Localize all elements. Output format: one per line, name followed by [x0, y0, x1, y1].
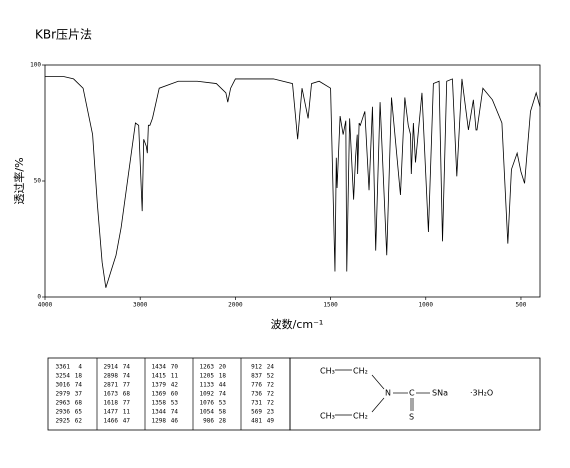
x-tick-label: 1000: [419, 302, 434, 309]
table-cell: 1205: [200, 373, 215, 380]
table-cell: 2963: [56, 400, 71, 407]
table-cell: 47: [123, 418, 131, 425]
table-cell: 20: [219, 364, 227, 371]
table-cell: 53: [219, 400, 227, 407]
structure-text: CH₂: [353, 412, 368, 421]
x-tick-label: 500: [516, 302, 527, 309]
table-cell: 68: [123, 391, 131, 398]
table-cell: 58: [219, 409, 227, 416]
structure-text: CH₃: [320, 367, 335, 376]
table-cell: 18: [75, 373, 83, 380]
table-cell: 3016: [56, 382, 71, 389]
table-cell: 74: [123, 364, 131, 371]
table-cell: 1344: [152, 409, 167, 416]
table-cell: 1477: [104, 409, 119, 416]
structure: CH₃ CH₂ N C SNa S CH₃ CH₂ ·3H₂O: [320, 367, 493, 422]
table-cell: 4: [78, 364, 82, 371]
table-cell: 1076: [200, 400, 215, 407]
table-cell: 1369: [152, 391, 167, 398]
table-cell: 912: [251, 364, 262, 371]
structure-text: C: [409, 389, 415, 398]
table-cell: 1673: [104, 391, 119, 398]
table-cell: 65: [75, 409, 83, 416]
table-cell: 52: [267, 373, 275, 380]
y-axis-label: 透过率/%: [12, 157, 26, 204]
table-cell: 481: [251, 418, 262, 425]
table-cell: 74: [219, 391, 227, 398]
x-tick-label: 4000: [38, 302, 53, 309]
table-cell: 1415: [152, 373, 167, 380]
structure-text: CH₃: [320, 412, 335, 421]
table-cell: 569: [251, 409, 262, 416]
table-cell: 1298: [152, 418, 167, 425]
x-tick-label: 1500: [323, 302, 338, 309]
table-cell: 74: [75, 382, 83, 389]
structure-text: CH₂: [353, 367, 368, 376]
table-cell: 11: [171, 373, 179, 380]
table-cell: 28: [219, 418, 227, 425]
table-cell: 2914: [104, 364, 119, 371]
table-cell: 24: [267, 364, 275, 371]
structure-text: ·3H₂O: [470, 389, 493, 398]
table-cell: 2871: [104, 382, 119, 389]
table-cell: 23: [267, 409, 275, 416]
table-cell: 70: [171, 364, 179, 371]
table-cell: 2936: [56, 409, 71, 416]
y-tick-label: 100: [30, 62, 41, 69]
x-tick-label: 2000: [228, 302, 243, 309]
table-cell: 72: [267, 400, 275, 407]
table-cell: 1379: [152, 382, 167, 389]
chart-title: KBr压片法: [35, 28, 92, 42]
table-cell: 1434: [152, 364, 167, 371]
x-axis-label: 波数/cm⁻¹: [271, 318, 324, 331]
plot-frame: [44, 64, 541, 298]
table-cell: 3361: [56, 364, 71, 371]
x-tick-label: 3000: [133, 302, 148, 309]
table-cell: 77: [123, 382, 131, 389]
table-cell: 68: [75, 400, 83, 407]
table-cell: 74: [123, 373, 131, 380]
table-cell: 60: [171, 391, 179, 398]
table-cell: 1618: [104, 400, 119, 407]
table-cell: 44: [219, 382, 227, 389]
table-cell: 53: [171, 400, 179, 407]
structure-text: S: [409, 413, 414, 422]
table-cell: 1466: [104, 418, 119, 425]
table-cell: 736: [251, 391, 262, 398]
spectrum-line: [45, 76, 541, 288]
structure-text: N: [385, 389, 391, 398]
table-cell: 42: [171, 382, 179, 389]
table-cell: 2898: [104, 373, 119, 380]
table-cell: 837: [251, 373, 262, 380]
table-cell: 72: [267, 391, 275, 398]
table-cell: 3254: [56, 373, 71, 380]
table-cell: 1092: [200, 391, 215, 398]
table-cell: 74: [171, 409, 179, 416]
y-tick-label: 50: [34, 178, 42, 185]
table-cell: 731: [251, 400, 262, 407]
table-cell: 72: [267, 382, 275, 389]
table-cell: 776: [251, 382, 262, 389]
table-cell: 1263: [200, 364, 215, 371]
bond: [371, 374, 385, 390]
table-cell: 46: [171, 418, 179, 425]
table-cell: 62: [75, 418, 83, 425]
bond: [371, 397, 385, 413]
table-cell: 1133: [200, 382, 215, 389]
table-cell: 49: [267, 418, 275, 425]
table-cell: 1054: [200, 409, 215, 416]
y-tick-label: 0: [37, 294, 41, 301]
table-cell: 1358: [152, 400, 167, 407]
structure-frame: [289, 357, 541, 431]
table-cell: 77: [123, 400, 131, 407]
table-cell: 986: [203, 418, 214, 425]
table-cell: 37: [75, 391, 83, 398]
table-cell: 2979: [56, 391, 71, 398]
table-cell: 2925: [56, 418, 71, 425]
table-cell: 18: [219, 373, 227, 380]
table-cell: 11: [123, 409, 131, 416]
structure-text: SNa: [432, 389, 448, 398]
